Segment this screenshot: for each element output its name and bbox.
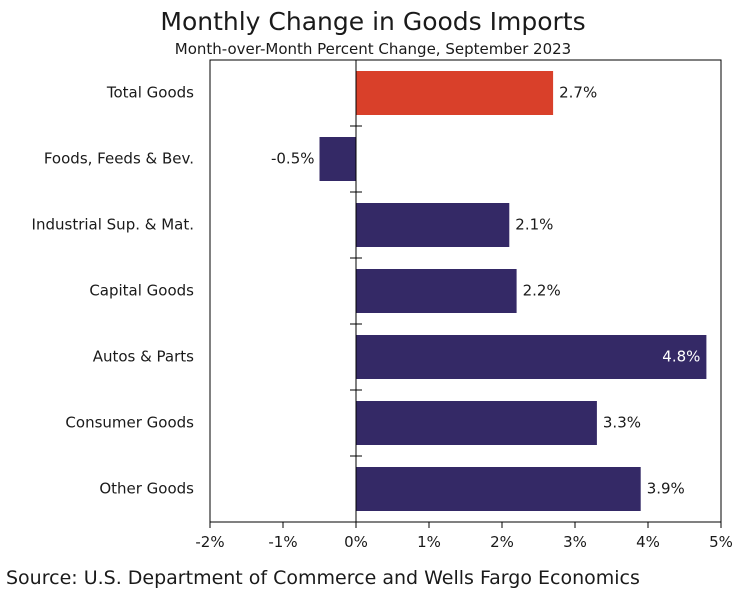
category-label: Capital Goods [89,282,194,300]
category-label: Industrial Sup. & Mat. [32,216,194,234]
bar [356,467,641,511]
value-label: 3.9% [647,480,685,498]
bar [356,401,597,445]
x-tick-label: 0% [344,533,368,551]
x-tick-label: 4% [636,533,660,551]
category-label: Total Goods [106,84,194,102]
x-tick-label: 1% [417,533,441,551]
bar [319,137,356,181]
bar [356,269,517,313]
source-note: Source: U.S. Department of Commerce and … [6,567,640,589]
value-label: 2.2% [523,282,561,300]
bar [356,71,554,115]
value-label: 2.1% [515,216,553,234]
chart-title: Monthly Change in Goods Imports [160,7,586,36]
value-label: 3.3% [603,414,641,432]
x-tick-label: 2% [490,533,514,551]
x-tick-label: -2% [195,533,224,551]
x-tick-label: -1% [268,533,297,551]
chart-subtitle: Month-over-Month Percent Change, Septemb… [174,40,572,58]
x-tick-label: 5% [709,533,733,551]
category-label: Foods, Feeds & Bev. [44,150,194,168]
x-tick-label: 3% [563,533,587,551]
category-label: Other Goods [99,480,194,498]
value-label: 2.7% [559,84,597,102]
category-label: Autos & Parts [93,348,194,366]
category-label: Consumer Goods [65,414,194,432]
value-label: 4.8% [662,348,700,366]
plot-frame [209,59,722,523]
bar [356,335,707,379]
bar [356,203,510,247]
value-label: -0.5% [271,150,315,168]
